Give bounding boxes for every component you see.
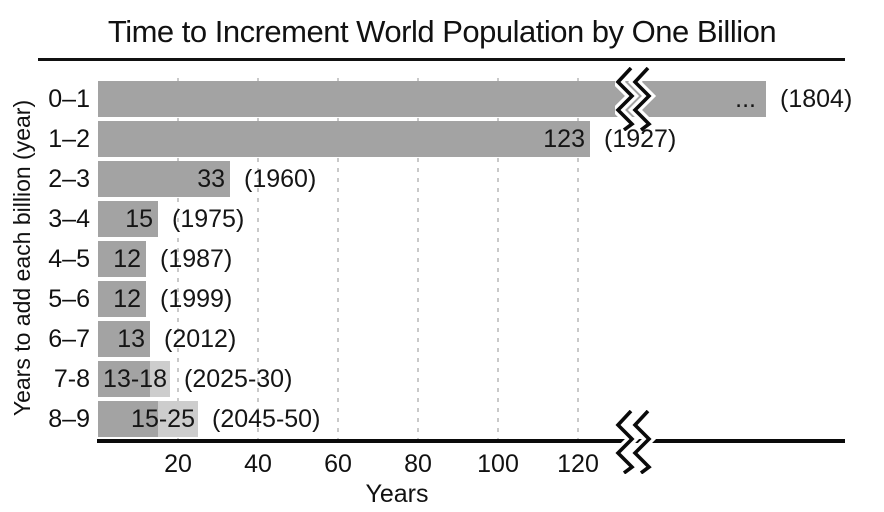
category-label: 1–2 bbox=[48, 125, 90, 153]
bar-projection bbox=[150, 361, 170, 397]
bar-value-label: 12 bbox=[113, 245, 141, 273]
category-label: 2–3 bbox=[48, 165, 90, 193]
x-tick-40: 40 bbox=[244, 450, 272, 478]
gridline-60 bbox=[337, 78, 339, 443]
bar-main bbox=[98, 201, 158, 237]
category-label: 5–6 bbox=[48, 285, 90, 313]
category-label: 3–4 bbox=[48, 205, 90, 233]
axis-break-icon bbox=[615, 67, 657, 131]
bar-value-label: ... bbox=[735, 85, 756, 113]
x-axis-line bbox=[97, 439, 845, 443]
bar-year-label: (1927) bbox=[604, 125, 677, 153]
title-underline bbox=[38, 58, 845, 61]
bar-year-label: (2025-30) bbox=[184, 365, 293, 393]
bar-projection bbox=[158, 401, 198, 437]
category-label: 0–1 bbox=[48, 85, 90, 113]
gridline-20 bbox=[177, 78, 179, 443]
category-label: 4–5 bbox=[48, 245, 90, 273]
bar-value-label: 123 bbox=[543, 125, 585, 153]
bar-main bbox=[98, 321, 150, 357]
bar-main bbox=[98, 281, 146, 317]
bar-main bbox=[98, 161, 230, 197]
category-label: 6–7 bbox=[48, 325, 90, 353]
category-label: 7-8 bbox=[53, 365, 90, 393]
bar-main bbox=[98, 401, 158, 437]
bar-main bbox=[98, 241, 146, 277]
bar-year-label: (1987) bbox=[160, 245, 233, 273]
x-tick-100: 100 bbox=[477, 450, 519, 478]
category-label: 8–9 bbox=[48, 405, 90, 433]
gridline-100 bbox=[497, 78, 499, 443]
bar-value-label: 12 bbox=[113, 285, 141, 313]
x-tick-80: 80 bbox=[404, 450, 432, 478]
axis-break-icon bbox=[615, 410, 657, 474]
bar-year-label: (2045-50) bbox=[212, 405, 321, 433]
x-tick-20: 20 bbox=[164, 450, 192, 478]
bar-year-label: (1999) bbox=[160, 285, 233, 313]
bar-value-label: 15-25 bbox=[131, 405, 195, 433]
bar-year-label: (2012) bbox=[164, 325, 237, 353]
x-axis-title: Years bbox=[365, 480, 429, 508]
x-tick-60: 60 bbox=[324, 450, 352, 478]
bar-year-label: (1975) bbox=[172, 205, 245, 233]
bar-value-label: 13 bbox=[117, 325, 145, 353]
bar-main bbox=[98, 121, 590, 157]
bar-value-label: 15 bbox=[125, 205, 153, 233]
bar-year-label: (1960) bbox=[244, 165, 317, 193]
gridline-120 bbox=[577, 78, 579, 443]
bar-main bbox=[98, 361, 150, 397]
bar-value-label: 13-18 bbox=[103, 365, 167, 393]
x-tick-120: 120 bbox=[557, 450, 599, 478]
gridline-80 bbox=[417, 78, 419, 443]
bar-year-label: (1804) bbox=[780, 85, 853, 113]
gridline-40 bbox=[257, 78, 259, 443]
bar-value-label: 33 bbox=[197, 165, 225, 193]
bar-main bbox=[98, 81, 766, 117]
chart-title: Time to Increment World Population by On… bbox=[107, 14, 777, 49]
